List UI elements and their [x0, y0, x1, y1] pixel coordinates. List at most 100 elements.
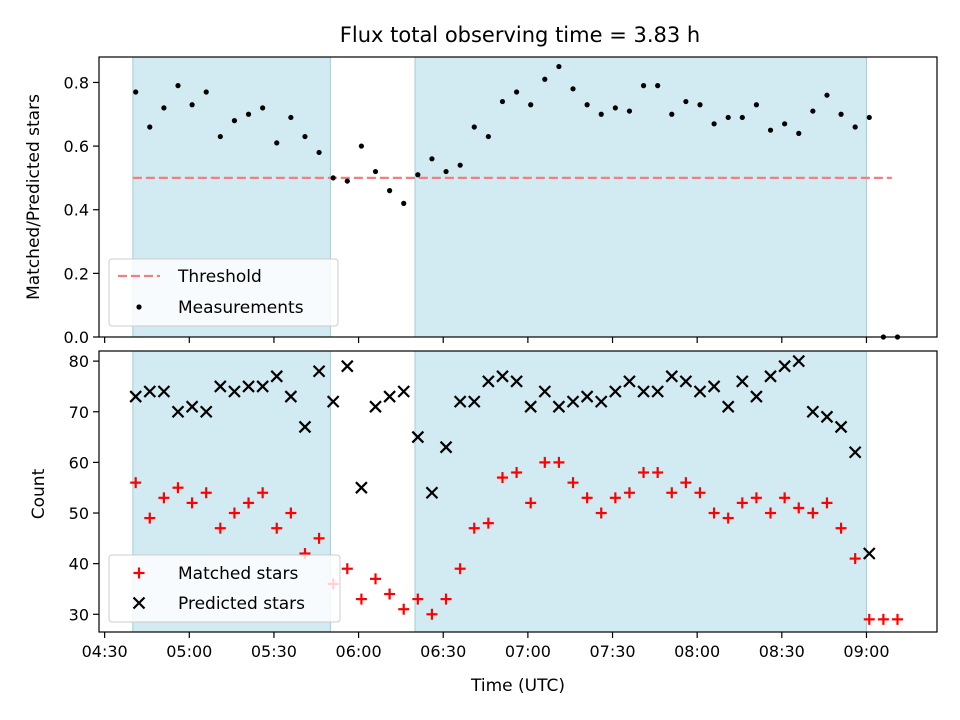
measurement-point: [316, 149, 322, 156]
predicted-star-point-b: [665, 370, 679, 383]
measurement-point: [471, 124, 477, 130]
predicted-star-point: [397, 385, 411, 398]
top-panel: 0.0 0.2 0.4 0.6 0.8 Threshold Measurements: [64, 56, 938, 347]
bottom-y-tick-label: 60: [69, 453, 89, 472]
matched-star-point: [821, 497, 833, 509]
predicted-star-point-b: [369, 400, 382, 413]
bottom-y-tick-label: 70: [69, 403, 89, 422]
matched-star-point: [511, 467, 523, 479]
predicted-star-point-b: [778, 359, 791, 373]
predicted-star-point: [453, 395, 467, 408]
measurement-point: [330, 175, 336, 181]
matched-star-point: [581, 492, 593, 504]
predicted-star-point: [284, 390, 298, 403]
matched-star-point: [638, 467, 650, 479]
legend-predicted-label: Predicted stars: [178, 594, 305, 614]
predicted-star-point: [467, 395, 481, 408]
predicted-star-point-b: [341, 359, 354, 373]
predicted-star-point-b: [467, 395, 481, 408]
predicted-star-point-b: [355, 481, 368, 494]
measurement-point: [189, 102, 195, 108]
predicted-star-point-b: [693, 385, 707, 398]
measurement-point: [655, 83, 661, 89]
predicted-star-point: [538, 385, 552, 398]
matched-star-point: [891, 613, 903, 625]
predicted-star-point: [693, 385, 707, 398]
matched-star-point: [228, 507, 240, 519]
matched-star-point: [595, 507, 607, 519]
measurement-point: [866, 114, 872, 121]
predicted-star-point: [750, 390, 763, 403]
measurement-point: [147, 124, 153, 130]
measurement-point: [556, 63, 562, 70]
predicted-star-point-b: [411, 430, 425, 444]
predicted-star-point: [863, 547, 876, 560]
bottom-axes: 30 40 50 60 70 80 04:30 05:00 05:30 06:00 06:30 07:…: [69, 350, 938, 661]
matched-star-point: [271, 522, 283, 534]
measurement-point: [824, 92, 830, 98]
predicted-star-point-b: [284, 390, 298, 403]
predicted-star-point-b: [214, 380, 227, 393]
matched-star-point: [849, 553, 861, 565]
matched-star-point: [341, 563, 353, 575]
legend-measurements-label: Measurements: [178, 298, 304, 318]
measurement-point: [175, 83, 181, 89]
predicted-star-point: [256, 380, 269, 393]
measurement-point: [739, 114, 745, 121]
matched-star-point: [708, 507, 720, 519]
matched-star-point: [384, 588, 396, 600]
legend-matched-swatch: [133, 567, 145, 579]
matched-star-point: [130, 477, 142, 489]
predicted-star-point-b: [764, 370, 777, 383]
top-frame: [98, 56, 938, 338]
matched-star-point: [200, 487, 212, 499]
predicted-star-point-b: [482, 375, 495, 388]
bottom-y-tick-label: 80: [69, 352, 89, 371]
predicted-star-point: [834, 420, 848, 434]
predicted-star-point: [369, 400, 382, 413]
predicted-star-point: [439, 440, 453, 454]
bottom-x-tick-label: 07:30: [589, 642, 635, 661]
predicted-star-point-b: [609, 385, 622, 398]
legend-threshold-label: Threshold: [177, 267, 262, 287]
predicted-star-point-b: [707, 380, 721, 393]
predicted-star-point-b: [594, 395, 608, 408]
predicted-star-point-b: [496, 370, 509, 383]
predicted-star-point-b: [792, 354, 806, 368]
predicted-star-point-b: [651, 385, 664, 398]
predicted-star-point: [143, 385, 157, 398]
measurement-point: [782, 121, 788, 127]
measurement-point: [485, 133, 491, 140]
predicted-star-point: [806, 405, 820, 419]
predicted-star-point-b: [637, 385, 650, 398]
predicted-star-point-b: [736, 375, 749, 388]
predicted-star-point-b: [157, 385, 171, 398]
predicted-star-point: [129, 390, 142, 403]
bottom-x-tick-label: 06:30: [420, 642, 466, 661]
bottom-x-tick-label: 08:00: [674, 642, 720, 661]
matched-star-point: [285, 507, 297, 519]
predicted-star-point-b: [312, 364, 326, 378]
bottom-y-tick-label: 30: [69, 605, 89, 624]
measurement-point: [753, 102, 760, 108]
predicted-star-point-b: [721, 400, 735, 413]
measurement-point: [344, 178, 350, 184]
predicted-star-point: [383, 390, 396, 403]
predicted-star-point: [580, 390, 594, 403]
measurement-point: [217, 133, 223, 140]
matched-star-point: [736, 497, 748, 509]
predicted-star-point: [312, 364, 326, 378]
predicted-star-point: [326, 395, 340, 408]
matched-star-point: [186, 497, 198, 509]
measurement-point: [584, 102, 590, 108]
bottom-x-tick-label: 07:00: [505, 642, 551, 661]
predicted-star-point: [270, 370, 284, 383]
predicted-star-point-b: [453, 395, 467, 408]
top-shaded-region-1: [414, 56, 867, 338]
predicted-star-point-b: [538, 385, 552, 398]
measurement-point: [697, 102, 703, 108]
predicted-star-point: [566, 395, 580, 408]
predicted-star-point-b: [863, 547, 876, 560]
predicted-star-point: [707, 380, 721, 393]
